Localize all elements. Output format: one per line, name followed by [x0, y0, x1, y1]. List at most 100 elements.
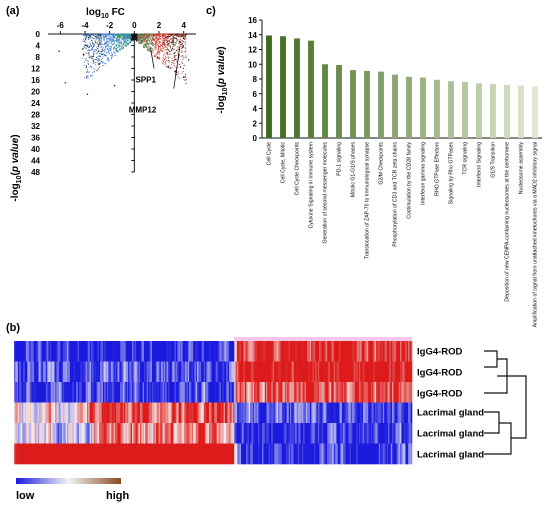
volcano-point	[163, 63, 165, 65]
volcano-point	[173, 37, 175, 39]
heatmap-cell	[364, 382, 366, 403]
heatmap-cell	[128, 341, 130, 362]
volcano-x-axis-title: log10 FC	[86, 7, 125, 20]
heatmap-cell	[194, 382, 197, 403]
volcano-point	[115, 49, 117, 51]
volcano-point	[181, 50, 183, 52]
volcano-point	[164, 38, 166, 40]
heatmap-cell	[202, 341, 205, 362]
heatmap-cell	[102, 382, 105, 403]
volcano-point	[158, 42, 160, 44]
heatmap-cell	[40, 402, 43, 424]
volcano-point	[177, 67, 179, 69]
heatmap-cell	[332, 402, 335, 424]
volcano-point	[82, 34, 85, 37]
heatmap-cell	[47, 361, 49, 383]
heatmap-cell	[163, 382, 166, 403]
heatmap-cell	[120, 382, 122, 403]
volcano-point	[166, 37, 168, 39]
heatmap-cell	[198, 361, 201, 383]
heatmap-cell	[340, 402, 342, 424]
heatmap-cell	[92, 341, 94, 362]
volcano-point	[108, 59, 110, 61]
volcano-point	[100, 41, 102, 43]
heatmap-cell	[275, 423, 277, 444]
volcano-point	[153, 49, 155, 51]
heatmap-cell	[64, 443, 67, 465]
heatmap-cell	[100, 402, 102, 424]
heatmap-cell	[390, 402, 393, 424]
heatmap-cell	[166, 382, 169, 403]
heatmap-cell	[223, 402, 226, 424]
heatmap-cell	[258, 341, 260, 362]
heatmap-cell	[295, 361, 297, 383]
volcano-point	[108, 33, 110, 35]
heatmap-cell	[108, 382, 110, 403]
heatmap-cell	[343, 341, 345, 362]
heatmap-cell	[124, 423, 126, 444]
heatmap-cell	[401, 341, 404, 362]
heatmap-cell	[146, 423, 149, 444]
heatmap-cell	[73, 382, 76, 403]
heatmap-cell	[116, 361, 118, 383]
heatmap-cell	[121, 402, 124, 424]
heatmap-cell	[97, 423, 100, 444]
volcano-point	[97, 58, 99, 60]
heatmap-cell	[113, 443, 116, 465]
heatmap-cell	[327, 443, 329, 465]
volcano-point	[89, 50, 92, 52]
heatmap-cell	[386, 361, 389, 383]
heatmap-cell	[44, 341, 47, 362]
heatmap-cell	[313, 402, 316, 424]
heatmap-cell	[23, 443, 25, 465]
volcano-point	[164, 58, 167, 60]
volcano-point	[149, 47, 151, 49]
heatmap-cell	[251, 341, 254, 362]
heatmap-cell	[173, 361, 175, 383]
heatmap-cell	[352, 443, 354, 465]
heatmap-cell	[137, 402, 140, 424]
heatmap-cell	[315, 361, 317, 383]
volcano-point	[91, 74, 93, 76]
heatmap-cell	[79, 423, 81, 444]
heatmap-cell	[163, 402, 166, 424]
volcano-point	[85, 65, 87, 67]
volcano-point	[95, 35, 97, 37]
heatmap-cell	[96, 443, 98, 465]
volcano-point	[176, 46, 178, 48]
heatmap-cell	[72, 361, 74, 383]
heatmap-cell	[368, 382, 370, 403]
heatmap-cell	[256, 402, 259, 424]
volcano-point	[157, 55, 159, 57]
heatmap-cell	[305, 443, 308, 465]
volcano-point	[100, 54, 102, 56]
heatmap-cell	[175, 423, 178, 444]
heatmap-cell	[118, 382, 121, 403]
bar	[392, 74, 398, 138]
volcano-point	[160, 50, 162, 52]
heatmap-cell	[332, 361, 335, 383]
volcano-point	[170, 33, 172, 35]
heatmap-cell	[397, 443, 400, 465]
volcano-point	[182, 33, 184, 35]
heatmap-cell	[14, 443, 16, 465]
volcano-point	[164, 40, 166, 42]
volcano-point	[164, 61, 167, 63]
heatmap-cell	[219, 361, 222, 383]
volcano-point	[112, 48, 115, 50]
heatmap-cell	[346, 341, 349, 362]
volcano-point	[128, 37, 130, 39]
heatmap-cell	[258, 402, 260, 424]
heatmap-cell	[295, 402, 297, 424]
heatmap-cell	[104, 402, 106, 424]
heatmap-cell	[274, 402, 276, 424]
heatmap-cell	[396, 341, 398, 362]
heatmap-cell	[166, 443, 169, 465]
heatmap-cell	[81, 423, 84, 444]
heatmap-cell	[17, 361, 20, 383]
heatmap-cell	[191, 382, 194, 403]
heatmap-cell	[199, 361, 202, 383]
heatmap-cell	[186, 443, 189, 465]
heatmap-cell	[105, 361, 108, 383]
heatmap-cell	[159, 341, 162, 362]
